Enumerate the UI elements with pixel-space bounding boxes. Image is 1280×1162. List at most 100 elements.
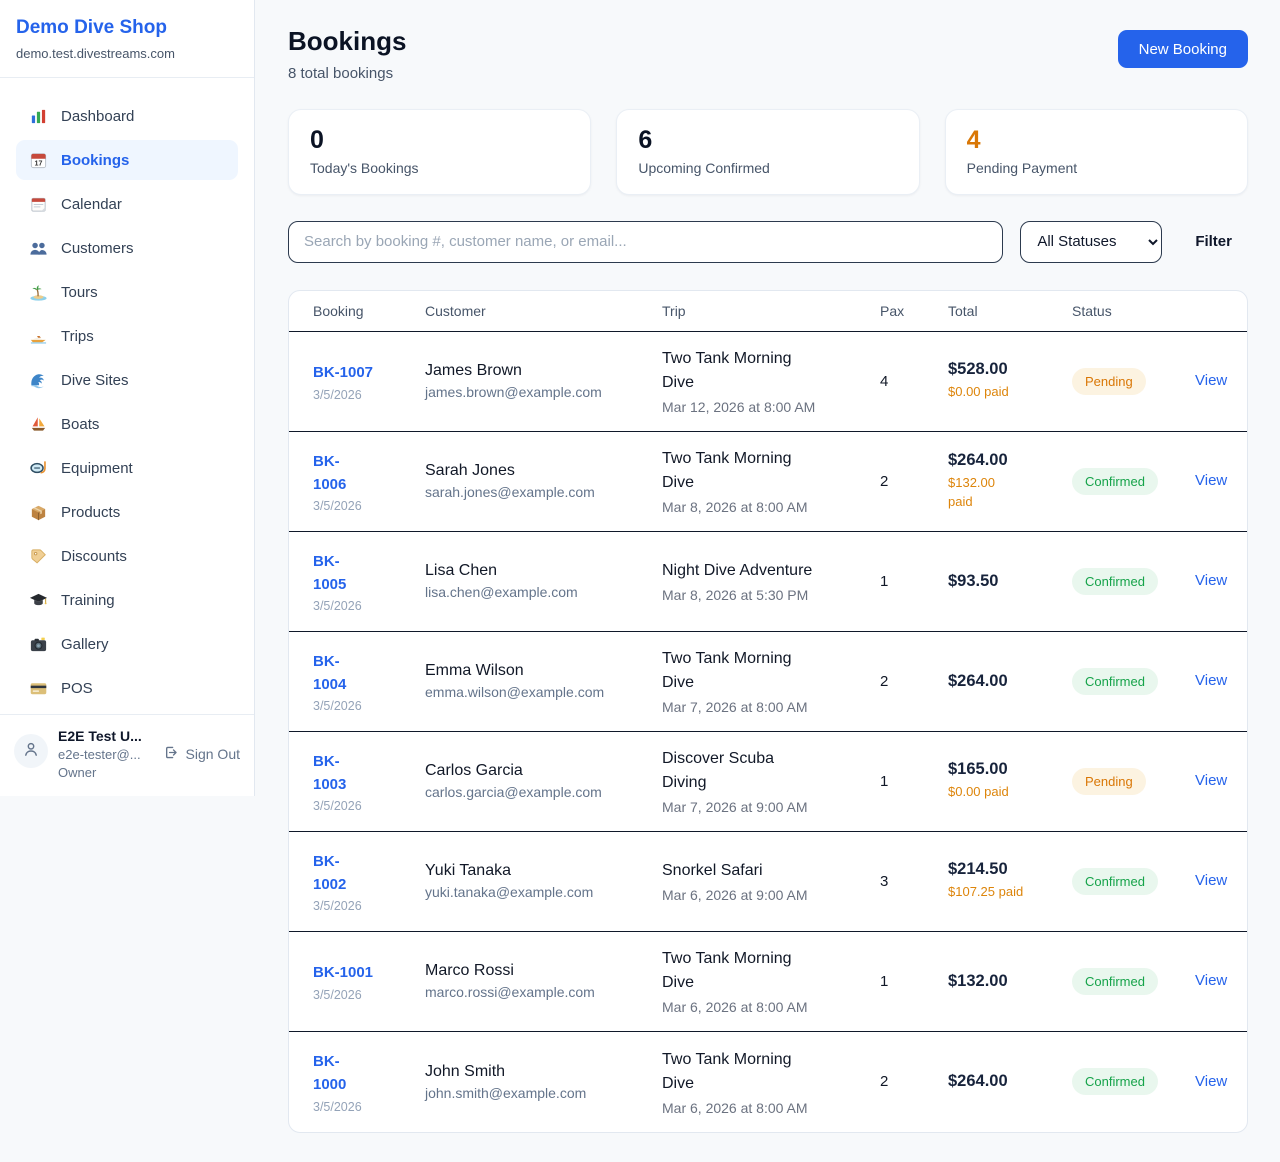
total-amount: $165.00 [948, 760, 1008, 779]
calendar-date-icon: 17 [29, 151, 48, 170]
sidebar: Demo Dive Shop demo.test.divestreams.com… [0, 0, 255, 796]
main-content: Bookings 8 total bookings New Booking 0 T… [255, 0, 1280, 1133]
sidebar-item-label: Products [61, 503, 121, 521]
brand-block: Demo Dive Shop demo.test.divestreams.com [0, 0, 254, 78]
booking-id-link[interactable]: BK-1000 [313, 1053, 347, 1094]
sidebar-item-customers[interactable]: Customers [16, 228, 238, 268]
trip-cell: Two Tank Morning Dive Mar 12, 2026 at 8:0… [662, 347, 880, 415]
customer-cell: Sarah Jones sarah.jones@example.com [425, 462, 662, 500]
sidebar-item-trips[interactable]: Trips [16, 316, 238, 356]
sidebar-item-gallery[interactable]: Gallery [16, 624, 238, 664]
status-badge: Confirmed [1072, 467, 1158, 495]
filter-button[interactable]: Filter [1179, 233, 1248, 250]
table-row: BK-1005 3/5/2026 Lisa Chen lisa.chen@exampl… [289, 532, 1247, 632]
booking-id-link[interactable]: BK-1003 [313, 752, 347, 793]
booking-date: 3/5/2026 [313, 499, 362, 514]
booking-id-link[interactable]: BK-1007 [313, 364, 374, 382]
sign-out-button[interactable]: Sign Out [162, 744, 240, 764]
trip-name: Night Dive Adventure [662, 562, 813, 580]
total-cell: $264.00 [948, 1072, 1072, 1091]
trip-cell: Two Tank Morning Dive Mar 6, 2026 at 8:00… [662, 1048, 880, 1116]
view-link[interactable]: View [1195, 1072, 1228, 1090]
trip-name: Two Tank Morning Dive [662, 350, 792, 392]
table-row: BK-1007 3/5/2026 James Brown james.brown@ex… [289, 332, 1247, 432]
actions-cell: View [1195, 972, 1227, 990]
sidebar-item-products[interactable]: Products [16, 492, 238, 532]
booking-id-link[interactable]: BK-1004 [313, 652, 347, 693]
booking-id-link[interactable]: BK-1002 [313, 852, 347, 893]
sidebar-item-label: Customers [61, 239, 134, 257]
sidebar-item-label: Equipment [61, 459, 133, 477]
paid-amount: $107.25 paid [948, 884, 1024, 900]
stat-card-pending-payment: 4 Pending Payment [944, 108, 1248, 195]
dive-mask-icon [29, 459, 48, 478]
customer-name: Yuki Tanaka [425, 862, 511, 880]
trip-datetime: Mar 6, 2026 at 9:00 AM [662, 887, 808, 904]
view-link[interactable]: View [1195, 472, 1228, 490]
stats-row: 0 Today's Bookings 6 Upcoming Confirmed 4 Pen… [288, 108, 1248, 195]
calendar-icon [29, 195, 48, 214]
status-cell: Pending [1072, 367, 1195, 395]
pax-value: 4 [880, 372, 889, 390]
pax-value: 2 [880, 472, 889, 490]
sidebar-item-label: Trips [61, 327, 94, 345]
total-cell: $132.00 [948, 972, 1072, 991]
sidebar-item-training[interactable]: Training [16, 580, 238, 620]
customer-email: lisa.chen@example.com [425, 584, 578, 601]
sidebar-item-calendar[interactable]: Calendar [16, 184, 238, 224]
trip-name: Discover Scuba Diving [662, 750, 775, 792]
customer-email: emma.wilson@example.com [425, 684, 605, 701]
view-link[interactable]: View [1195, 572, 1228, 590]
sidebar-item-boats[interactable]: Boats [16, 404, 238, 444]
view-link[interactable]: View [1195, 972, 1228, 990]
stat-label: Today's Bookings [310, 159, 419, 176]
view-link[interactable]: View [1195, 872, 1228, 890]
booking-cell: BK-1006 3/5/2026 [313, 450, 425, 514]
search-input[interactable] [288, 220, 1004, 263]
sidebar-item-pos[interactable]: POS [16, 668, 238, 708]
booking-id-link[interactable]: BK-1006 [313, 452, 347, 493]
filter-row: All Statuses Filter [288, 220, 1248, 263]
booking-id-link[interactable]: BK-1001 [313, 964, 374, 982]
customer-cell: Emma Wilson emma.wilson@example.com [425, 662, 662, 700]
view-link[interactable]: View [1195, 372, 1228, 390]
trip-datetime: Mar 7, 2026 at 9:00 AM [662, 799, 808, 816]
total-cell: $165.00 $0.00 paid [948, 760, 1072, 802]
trip-datetime: Mar 12, 2026 at 8:00 AM [662, 399, 816, 416]
customer-name: Carlos Garcia [425, 762, 523, 780]
col-pax: Pax [880, 302, 905, 319]
customer-email: john.smith@example.com [425, 1084, 587, 1101]
sign-out-icon [162, 744, 179, 764]
status-badge: Pending [1072, 767, 1146, 795]
sidebar-item-discounts[interactable]: Discounts [16, 536, 238, 576]
sidebar-item-label: POS [61, 679, 93, 697]
booking-cell: BK-1000 3/5/2026 [313, 1050, 425, 1114]
booking-id-link[interactable]: BK-1005 [313, 552, 347, 593]
pax-value: 3 [880, 872, 889, 890]
sidebar-item-tours[interactable]: Tours [16, 272, 238, 312]
sidebar-item-equipment[interactable]: Equipment [16, 448, 238, 488]
user-name: E2E Test U... [58, 728, 142, 744]
sidebar-item-dive-sites[interactable]: Dive Sites [16, 360, 238, 400]
trip-datetime: Mar 8, 2026 at 5:30 PM [662, 587, 809, 604]
status-badge: Confirmed [1072, 567, 1158, 595]
sailboat-icon [29, 415, 48, 434]
customer-name: James Brown [425, 362, 522, 380]
sidebar-item-bookings[interactable]: 17 Bookings [16, 140, 238, 180]
stat-card-upcoming-confirmed: 6 Upcoming Confirmed [616, 108, 920, 195]
avatar [14, 734, 48, 768]
total-cell: $264.00 $132.00 paid [948, 451, 1072, 512]
brand-title: Demo Dive Shop [16, 17, 167, 38]
page-subtitle: 8 total bookings [288, 64, 394, 82]
new-booking-button[interactable]: New Booking [1117, 30, 1248, 68]
status-cell: Confirmed [1072, 467, 1195, 495]
trip-datetime: Mar 8, 2026 at 8:00 AM [662, 499, 808, 516]
sidebar-item-dashboard[interactable]: Dashboard [16, 96, 238, 136]
actions-cell: View [1195, 572, 1227, 590]
table-body: BK-1007 3/5/2026 James Brown james.brown@ex… [289, 332, 1247, 1132]
trip-datetime: Mar 6, 2026 at 8:00 AM [662, 999, 808, 1016]
actions-cell: View [1195, 372, 1227, 390]
view-link[interactable]: View [1195, 772, 1228, 790]
view-link[interactable]: View [1195, 672, 1228, 690]
status-filter-select[interactable]: All Statuses [1020, 220, 1163, 263]
